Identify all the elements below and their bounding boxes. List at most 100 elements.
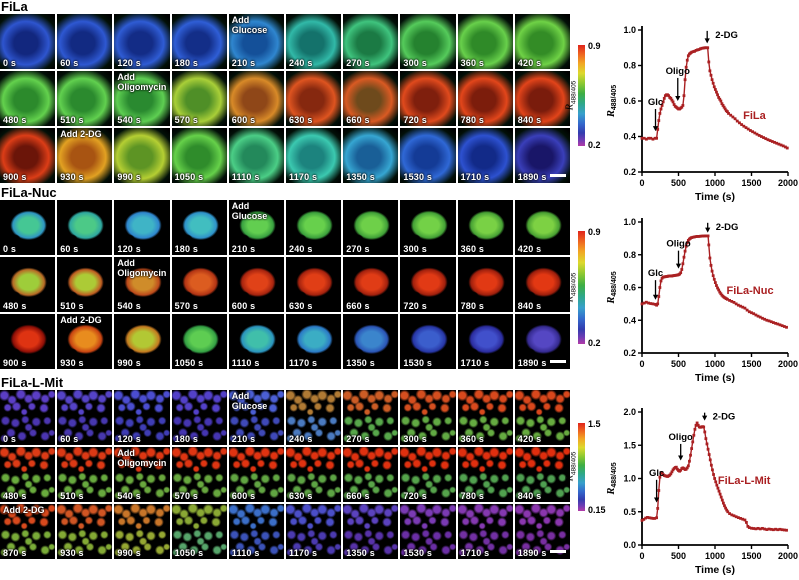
tile-time-label: 300 s (403, 434, 427, 444)
montage-tile: 1530 s (400, 128, 456, 183)
montage-tile: 120 s (114, 390, 170, 445)
tile-time-label: 1350 s (346, 358, 375, 368)
montage-tile: 60 s (57, 390, 113, 445)
y-tick-label: 1.0 (623, 25, 636, 35)
tile-time-label: 1530 s (403, 172, 433, 182)
tile-time-label: 60 s (60, 434, 79, 444)
data-point (767, 527, 771, 531)
data-point (728, 299, 731, 302)
tile-time-label: 600 s (231, 491, 256, 501)
data-point (658, 112, 662, 115)
annotation-arrowhead (675, 96, 681, 101)
montage-tile: 510 s (57, 447, 113, 502)
tile-time-label: 540 s (117, 301, 141, 311)
data-point (711, 468, 714, 472)
data-point (642, 136, 646, 140)
tile-time-label: 300 s (403, 58, 427, 68)
scale-bar (550, 174, 566, 177)
data-point (655, 516, 658, 520)
data-point (690, 50, 694, 54)
montage-tile: 300 s (400, 14, 456, 69)
tile-time-label: 930 s (60, 358, 84, 368)
chart-fila: 0.2 0.4 0.6 0.8 1.0 0 500 1000 1500 2000 Time (s) R… (606, 25, 798, 203)
data-point (703, 46, 707, 50)
y-tick-label: 0.6 (623, 283, 636, 293)
data-point (694, 49, 698, 52)
tile-time-label: 990 s (117, 172, 141, 182)
tile-time-label: 180 s (174, 244, 199, 254)
data-point (681, 262, 685, 266)
tile-time-label: 630 s (289, 301, 313, 311)
data-point (743, 306, 747, 310)
montage-tile: 990 s (114, 128, 170, 183)
data-point (684, 244, 688, 248)
data-point (685, 58, 689, 62)
tile-time-label: 720 s (403, 115, 427, 125)
data-point (736, 516, 740, 520)
montage-tile: 660 s (343, 71, 399, 126)
tile-time-label: 840 s (517, 115, 542, 125)
tile-annotation: Add Glucose (231, 15, 268, 36)
data-point (784, 145, 787, 149)
data-point (693, 427, 697, 431)
annotation-label: Glc (648, 97, 663, 108)
montage-tile: 300 s (400, 200, 456, 255)
data-point (780, 528, 784, 532)
y-tick-label: 0.6 (623, 96, 636, 106)
data-point (762, 136, 765, 139)
data-point (714, 480, 718, 484)
y-tick-label: 0.8 (623, 250, 636, 260)
tile-time-label: 240 s (289, 244, 313, 254)
data-point (778, 323, 782, 327)
data-point (753, 131, 757, 135)
data-point (726, 110, 729, 114)
montage-tile: Add Glucose 210 s (228, 390, 284, 445)
data-point (749, 129, 752, 132)
data-point (736, 303, 740, 307)
data-point (710, 269, 714, 273)
tile-time-label: 360 s (460, 244, 485, 254)
x-tick-label: 1000 (705, 178, 725, 188)
data-point (680, 105, 684, 109)
montage-tile: Add Oligomycin 540 s (114, 257, 170, 312)
annotation-arrowhead (705, 227, 711, 233)
data-point (746, 127, 750, 131)
data-point (661, 100, 665, 104)
montage-tile: 600 s (228, 257, 284, 312)
data-point (764, 137, 768, 141)
data-point (653, 136, 657, 140)
montage-tile: 780 s (457, 447, 513, 502)
data-point (697, 48, 701, 51)
annotation-label: 2-DG (715, 30, 738, 41)
data-point (752, 312, 756, 316)
data-point (696, 48, 699, 52)
y-tick-label: 1.0 (623, 474, 636, 484)
x-tick-label: 1500 (741, 359, 761, 369)
x-axis-label: Time (s) (695, 564, 735, 576)
tile-time-label: 1110 s (231, 358, 260, 368)
tile-time-label: 270 s (346, 434, 370, 444)
data-point (695, 421, 699, 425)
data-point (757, 134, 761, 137)
data-point (656, 507, 660, 510)
montage-tile: 840 s (514, 447, 570, 502)
montage-tile: 1110 s (228, 504, 284, 559)
data-point (754, 313, 758, 317)
montage-tile: 0 s (0, 14, 56, 69)
tile-time-label: 1050 s (174, 548, 204, 558)
data-point (651, 302, 655, 306)
montage-tile: 840 s (514, 71, 570, 126)
data-point (723, 107, 727, 111)
data-point (745, 308, 749, 312)
data-point (705, 442, 709, 446)
data-point (718, 290, 722, 294)
data-point (640, 136, 644, 140)
montage-tile: 240 s (286, 14, 342, 69)
tile-time-label: 990 s (117, 358, 141, 368)
data-point (707, 453, 711, 456)
tile-time-label: 510 s (60, 301, 84, 311)
data-point (732, 514, 736, 518)
tile-time-label: 990 s (117, 548, 141, 558)
data-point (660, 104, 664, 107)
